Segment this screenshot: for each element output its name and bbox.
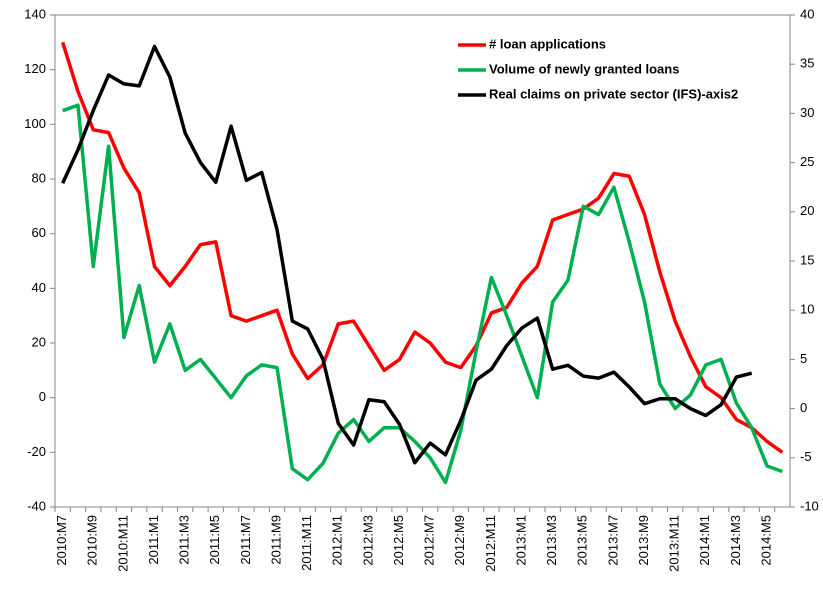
y2-tick-label: 15: [800, 252, 814, 267]
y-tick-label: 60: [32, 225, 46, 240]
y2-tick-label: 10: [800, 302, 814, 317]
series-line: [62, 103, 783, 485]
x-tick-label: 2013:M9: [636, 515, 651, 566]
y2-tick-label: -10: [800, 498, 819, 513]
y2-tick-label: 5: [800, 351, 807, 366]
y-tick-label: 120: [24, 61, 46, 76]
y-tick-label: 0: [39, 389, 46, 404]
y-tick-label: -40: [27, 498, 46, 513]
y2-tick-label: 35: [800, 56, 814, 71]
y-tick-label: 100: [24, 116, 46, 131]
y2-tick-label: 20: [800, 203, 814, 218]
y-tick-label: -20: [27, 444, 46, 459]
x-tick-label: 2012:M1: [330, 515, 345, 566]
y2-tick-label: 40: [800, 6, 814, 21]
x-tick-label: 2013:M11: [667, 515, 682, 572]
x-tick-label: 2010:M11: [115, 515, 130, 572]
y-tick-label: 80: [32, 170, 46, 185]
x-tick-label: 2012:M3: [360, 515, 375, 566]
x-tick-label: 2013:M7: [605, 515, 620, 566]
x-tick-label: 2011:M3: [177, 515, 192, 565]
x-tick-label: 2012:M5: [391, 515, 406, 566]
x-tick-label: 2011:M1: [146, 515, 161, 565]
y2-tick-label: 30: [800, 105, 814, 120]
series-line: [60, 41, 784, 454]
x-tick-label: 2012:M7: [422, 515, 437, 566]
x-tick-label: 2013:M5: [575, 515, 590, 566]
y2-tick-label: -5: [800, 449, 812, 464]
x-tick-label: 2013:M3: [544, 515, 559, 566]
y2-tick-label: 0: [800, 400, 807, 415]
legend-label: Volume of newly granted loans: [489, 61, 679, 76]
x-tick-label: 2010:M9: [85, 515, 100, 566]
x-tick-label: 2014:M3: [728, 515, 743, 566]
y2-tick-label: 25: [800, 154, 814, 169]
x-tick-label: 2014:M5: [758, 515, 773, 566]
legend-label: # loan applications: [489, 36, 606, 51]
x-tick-label: 2011:M7: [238, 515, 253, 565]
x-tick-label: 2014:M1: [697, 515, 712, 566]
legend-label: Real claims on private sector (IFS)-axis…: [489, 86, 738, 101]
x-tick-label: 2013:M1: [513, 515, 528, 566]
y-tick-label: 40: [32, 280, 46, 295]
x-tick-label: 2012:M9: [452, 515, 467, 566]
x-tick-label: 2010:M7: [54, 515, 69, 566]
x-tick-label: 2011:M9: [268, 515, 283, 565]
x-tick-label: 2011:M11: [299, 515, 314, 571]
x-tick-label: 2011:M5: [207, 515, 222, 565]
series-line: [61, 44, 753, 465]
y-tick-label: 140: [24, 6, 46, 21]
x-tick-label: 2012:M11: [483, 515, 498, 572]
y-tick-label: 20: [32, 334, 46, 349]
